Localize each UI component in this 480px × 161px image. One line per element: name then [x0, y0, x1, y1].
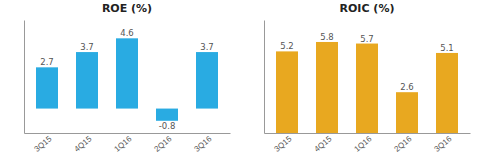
- bar: [316, 42, 338, 133]
- data-label: -0.8: [159, 121, 176, 131]
- panel: 3Q15 4Q15 1Q16 2Q16 3Q16 2.7 3.7 4.6 -0.8 3.7 ROE …: [25, 2, 231, 154]
- y-axis: [264, 21, 265, 134]
- bar: [196, 52, 218, 109]
- x-tick: 2Q16: [393, 133, 414, 154]
- chart-title: ROE (%): [102, 2, 152, 15]
- bar: [156, 109, 178, 121]
- x-tick-label: 4Q15: [73, 134, 94, 154]
- data-label: 5.7: [360, 34, 374, 44]
- data-label: 2.7: [40, 57, 54, 67]
- x-axis: 3Q15 4Q15 1Q16 2Q16 3Q16: [265, 133, 471, 154]
- y-axis-line: [264, 21, 265, 134]
- x-tick-label: 3Q16: [433, 134, 454, 154]
- x-tick: 1Q16: [353, 133, 374, 154]
- x-tick-label: 1Q16: [353, 134, 374, 154]
- x-tick: 3Q16: [433, 133, 454, 154]
- x-tick: 1Q16: [113, 133, 134, 154]
- x-tick: 3Q15: [33, 133, 54, 154]
- x-tick-label: 3Q16: [193, 134, 214, 154]
- x-tick-label: 1Q16: [113, 134, 134, 154]
- bar: [396, 92, 418, 133]
- data-labels: 2.7 3.7 4.6 -0.8 3.7: [40, 28, 214, 131]
- data-label: 3.7: [200, 42, 214, 52]
- bar: [76, 52, 98, 109]
- data-label: 5.1: [440, 43, 454, 53]
- data-label: 5.8: [320, 32, 334, 42]
- bars: [36, 38, 218, 120]
- data-label: 2.6: [400, 82, 414, 92]
- x-tick-label: 4Q15: [313, 134, 334, 154]
- x-tick-label: 2Q16: [393, 134, 414, 154]
- x-tick: 2Q16: [153, 133, 174, 154]
- x-axis-line: [265, 133, 471, 134]
- x-tick: 4Q15: [73, 133, 94, 154]
- chart-svg: 3Q15 4Q15 1Q16 2Q16 3Q16 2.7 3.7 4.6 -0.8 3.7 ROE …: [0, 0, 480, 161]
- x-axis: 3Q15 4Q15 1Q16 2Q16 3Q16: [25, 133, 231, 154]
- data-label: 5.2: [280, 41, 294, 51]
- x-tick-label: 3Q15: [273, 134, 294, 154]
- bar: [436, 53, 458, 133]
- x-tick-label: 2Q16: [153, 134, 174, 154]
- bar: [356, 44, 378, 133]
- bar: [36, 67, 58, 108]
- data-labels: 5.2 5.8 5.7 2.6 5.1: [280, 32, 454, 92]
- panel: 3Q15 4Q15 1Q16 2Q16 3Q16 5.2 5.8 5.7 2.6 5.1 ROIC …: [265, 2, 471, 154]
- x-tick: 3Q16: [193, 133, 214, 154]
- bars: [276, 42, 458, 133]
- x-axis-line: [25, 133, 231, 134]
- data-label: 3.7: [80, 42, 94, 52]
- x-tick: 4Q15: [313, 133, 334, 154]
- x-tick-label: 3Q15: [33, 134, 54, 154]
- x-tick: 3Q15: [273, 133, 294, 154]
- bar: [276, 51, 298, 133]
- y-axis-line: [24, 21, 25, 134]
- data-label: 4.6: [120, 28, 134, 38]
- chart-title: ROIC (%): [340, 2, 395, 15]
- y-axis: [24, 21, 25, 134]
- bar: [116, 38, 138, 108]
